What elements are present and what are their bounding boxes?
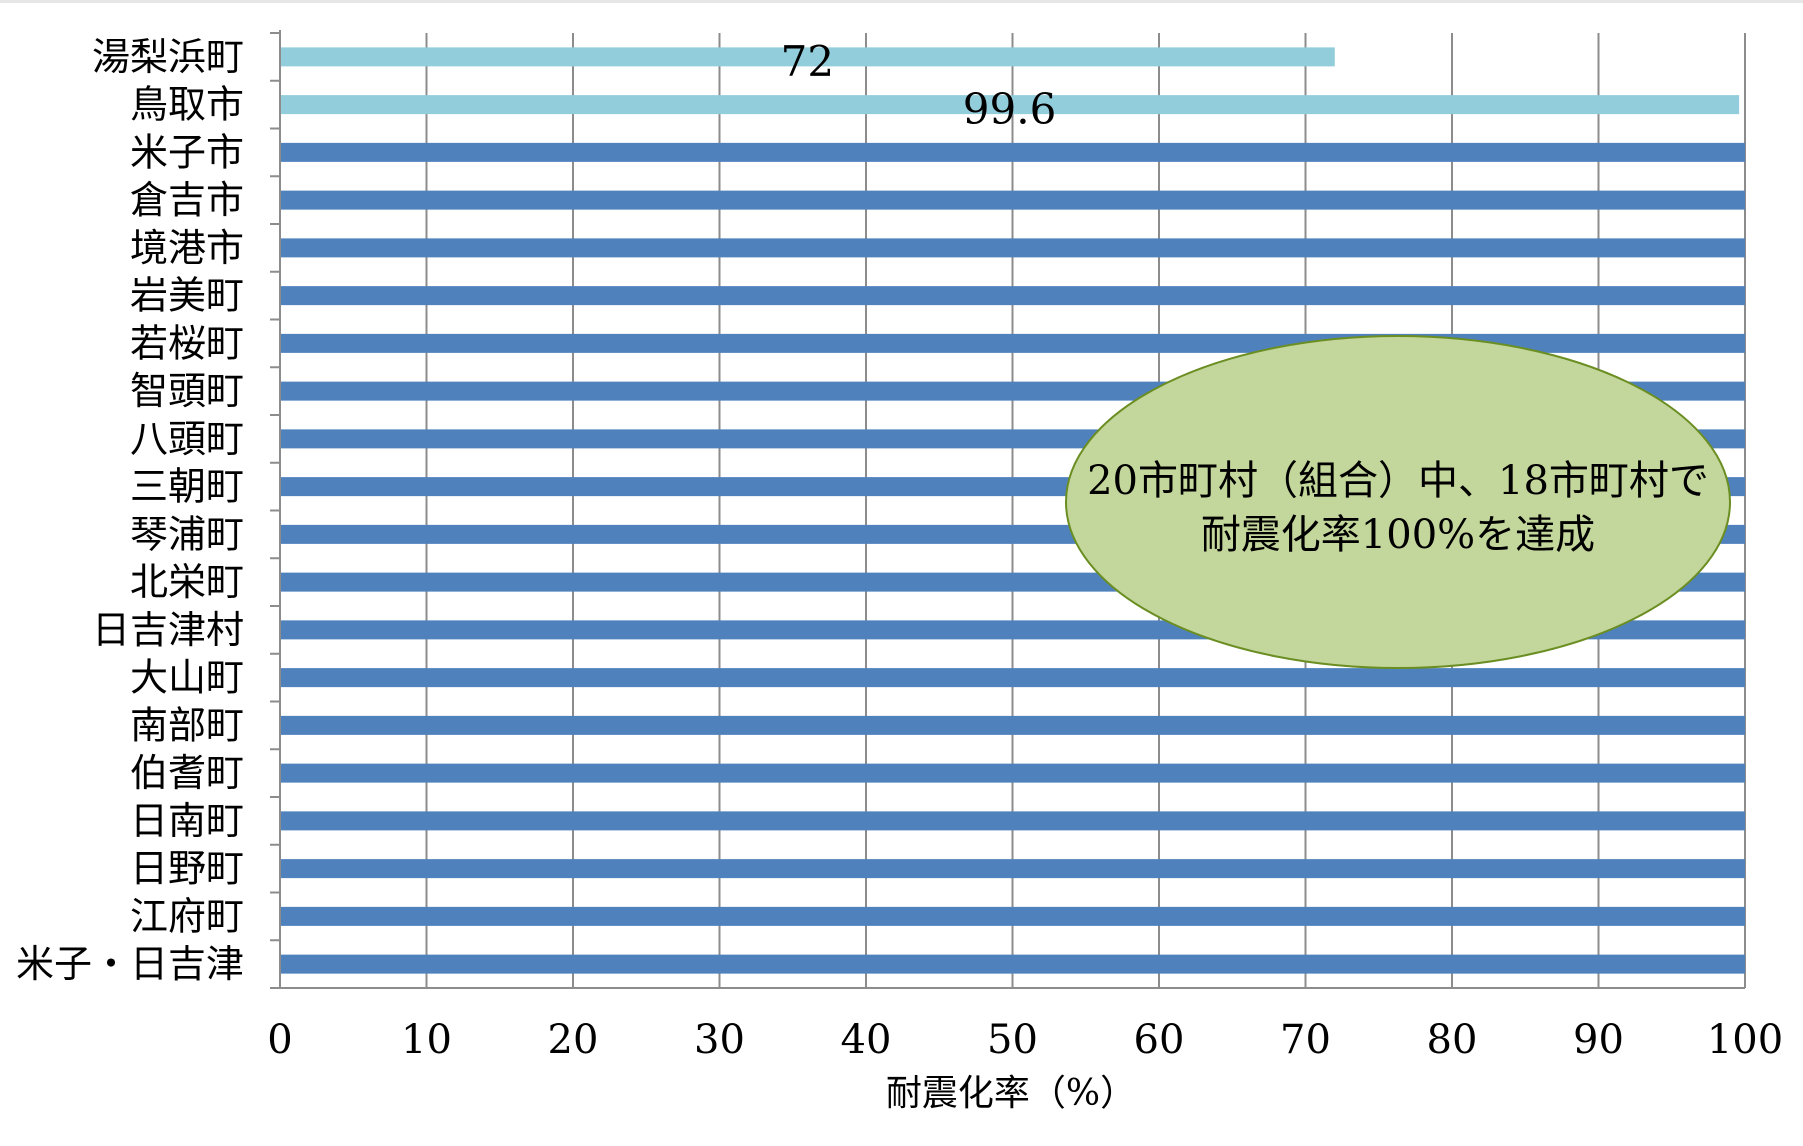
bar-日南町 <box>280 811 1745 831</box>
category-label: 八頭町 <box>130 417 244 461</box>
category-label: 米子・日吉津 <box>16 942 244 986</box>
x-tick-label: 80 <box>1427 1017 1478 1063</box>
category-labels: 湯梨浜町鳥取市米子市倉吉市境港市岩美町若桜町智頭町八頭町三朝町琴浦町北栄町日吉津… <box>16 35 244 986</box>
category-label: 智頭町 <box>130 369 244 413</box>
data-label: 99.6 <box>963 85 1057 134</box>
category-label: 若桜町 <box>130 321 244 365</box>
category-label: 琴浦町 <box>130 512 244 556</box>
annotation-line-2: 耐震化率100%を達成 <box>1201 512 1595 558</box>
category-label: 境港市 <box>130 226 244 270</box>
category-label: 伯耆町 <box>130 751 244 795</box>
annotation-callout: 20市町村（組合）中、18市町村で 耐震化率100%を達成 <box>1065 335 1731 669</box>
bar-倉吉市 <box>280 190 1745 210</box>
bar-大山町 <box>280 668 1745 688</box>
bar-南部町 <box>280 715 1745 735</box>
data-label: 72 <box>781 37 834 86</box>
annotation-ellipse <box>1065 335 1731 669</box>
x-tick-label: 20 <box>548 1017 599 1063</box>
bar-伯耆町 <box>280 763 1745 783</box>
x-tick-label: 50 <box>987 1017 1038 1063</box>
bar-境港市 <box>280 238 1745 258</box>
bar-湯梨浜町 <box>280 47 1335 67</box>
x-tick-label: 100 <box>1707 1017 1783 1063</box>
category-label: 米子市 <box>130 130 244 174</box>
x-tick-labels: 0 10 20 30 40 50 60 70 80 90 100 <box>267 1017 1783 1063</box>
category-label: 鳥取市 <box>130 83 244 127</box>
x-tick-label: 90 <box>1573 1017 1624 1063</box>
top-border <box>0 0 1803 3</box>
x-tick-label: 70 <box>1280 1017 1331 1063</box>
category-label: 日野町 <box>130 847 244 891</box>
category-label: 江府町 <box>130 894 244 938</box>
x-axis-title: 耐震化率（%） <box>886 1073 1136 1114</box>
x-tick-label: 40 <box>841 1017 892 1063</box>
bar-岩美町 <box>280 286 1745 306</box>
category-label: 北栄町 <box>130 560 244 604</box>
data-labels: 72 99.6 <box>781 37 1057 134</box>
category-label: 日南町 <box>130 799 244 843</box>
x-tick-label: 30 <box>694 1017 745 1063</box>
x-tick-label: 10 <box>401 1017 452 1063</box>
bar-江府町 <box>280 906 1745 926</box>
category-label: 湯梨浜町 <box>92 35 244 79</box>
category-label: 南部町 <box>130 703 244 747</box>
bar-米子市 <box>280 142 1745 162</box>
category-label: 日吉津村 <box>92 608 244 652</box>
bar-鳥取市 <box>280 95 1740 115</box>
bar-日野町 <box>280 859 1745 879</box>
category-label: 倉吉市 <box>130 178 244 222</box>
category-label: 三朝町 <box>130 465 244 509</box>
x-tick-label: 60 <box>1134 1017 1185 1063</box>
annotation-line-1: 20市町村（組合）中、18市町村で <box>1087 458 1709 504</box>
category-label: 岩美町 <box>130 274 244 318</box>
category-label: 大山町 <box>130 656 244 700</box>
x-tick-label: 0 <box>267 1017 292 1063</box>
bar-米子・日吉津 <box>280 954 1745 974</box>
axes <box>270 30 1745 989</box>
